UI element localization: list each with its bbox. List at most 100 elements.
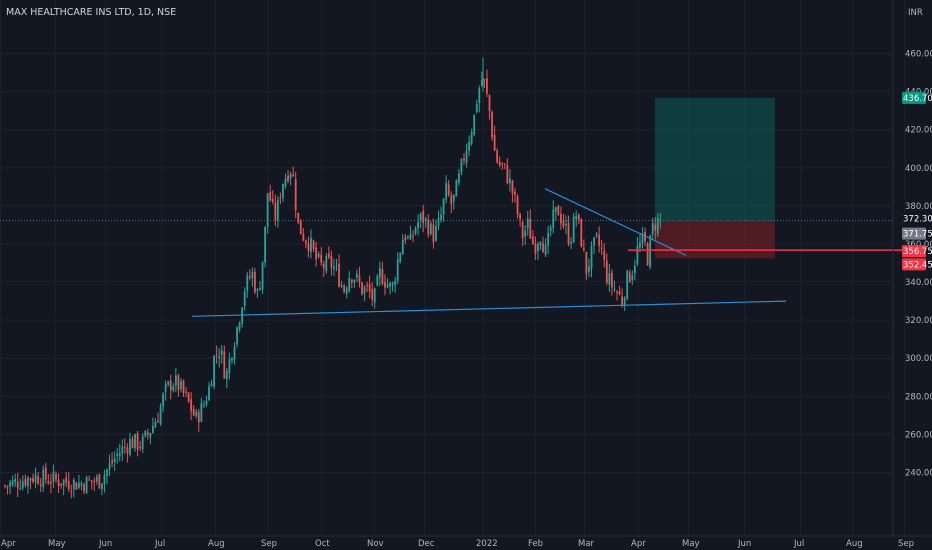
candle-body — [136, 433, 139, 450]
candle-body — [577, 214, 580, 220]
candle-body — [299, 219, 302, 235]
candle-body — [338, 263, 340, 287]
candle-body — [399, 253, 402, 262]
x-tick-label: Apr — [1, 539, 16, 549]
candle-body — [190, 399, 193, 412]
candle-body — [60, 483, 62, 486]
candle-body — [294, 178, 297, 210]
candle-body — [225, 370, 228, 380]
candle-body — [623, 297, 626, 306]
candle-body — [83, 484, 85, 492]
candle-body — [598, 234, 601, 246]
candle-body — [340, 284, 343, 287]
candle-body — [6, 485, 9, 487]
candle-body — [649, 235, 652, 268]
candle-body — [231, 358, 233, 361]
candle-body — [67, 480, 70, 490]
candle-body — [248, 276, 251, 278]
x-tick-label: Mar — [578, 539, 595, 549]
candle-body — [616, 291, 618, 293]
candle-body — [276, 199, 279, 221]
candle-body — [572, 216, 575, 243]
candle-body — [284, 178, 287, 187]
candle-body — [611, 272, 613, 288]
candle-body — [251, 271, 254, 279]
x-tick-label: Aug — [208, 539, 225, 549]
candle-body — [521, 222, 524, 238]
candle-body — [460, 159, 463, 172]
candle-body — [465, 150, 468, 163]
candle-body — [34, 474, 37, 483]
candle-body — [407, 236, 409, 239]
candle-body — [396, 259, 399, 281]
candle-body — [279, 198, 282, 200]
y-tick-label: 360.00 — [905, 240, 932, 250]
x-tick-label: Sep — [898, 539, 914, 549]
candle-body — [241, 307, 244, 324]
candle-body — [246, 275, 249, 291]
candle-body — [111, 460, 113, 464]
candle-body — [282, 184, 284, 198]
x-tick-label: Apr — [631, 539, 646, 549]
candle-body — [626, 270, 629, 299]
candle-body — [39, 484, 42, 487]
candle-body — [588, 266, 590, 272]
candle-body — [131, 438, 134, 449]
candle-body — [228, 359, 231, 373]
candle-body — [29, 478, 32, 481]
candle-body — [580, 219, 583, 247]
grid — [0, 0, 906, 536]
candle-body — [75, 482, 78, 490]
candle-body — [169, 380, 172, 391]
candle-body — [373, 288, 376, 303]
candle-body — [185, 391, 187, 393]
candle-body — [203, 404, 205, 406]
candle-body — [394, 280, 397, 285]
candle-body — [376, 276, 379, 286]
candle-body — [154, 422, 157, 428]
candle-body — [141, 436, 144, 450]
candle-body — [78, 483, 80, 488]
candle-body — [269, 192, 272, 201]
price-badge-label: 436.70 — [903, 94, 932, 104]
candle-body — [506, 164, 509, 184]
candle-body — [106, 469, 108, 476]
candle-body — [429, 223, 432, 235]
candle-body — [560, 213, 562, 224]
candle-body — [427, 219, 430, 235]
candle-body — [524, 230, 527, 237]
x-tick-label: Jun — [737, 539, 751, 549]
candle-body — [480, 80, 483, 86]
price-badge-label: 372.30 — [903, 215, 932, 225]
candle-body — [537, 243, 539, 251]
currency-label: INR — [908, 8, 923, 18]
candle-body — [639, 242, 641, 248]
x-tick-label: Oct — [315, 539, 330, 549]
candle-body — [254, 271, 256, 292]
price-badge — [902, 245, 926, 258]
x-axis[interactable]: Apr May Jun Jul Aug Sep Oct Nov Dec 2022 Feb Mar Apr… — [0, 535, 932, 549]
candle-body — [116, 453, 119, 456]
candle-body — [401, 239, 404, 255]
trendlines[interactable] — [191, 188, 905, 317]
candle-body — [19, 488, 22, 490]
candle-body — [570, 241, 572, 244]
candle-body — [582, 248, 585, 251]
candle-body — [511, 180, 514, 194]
x-tick-label: Aug — [846, 539, 863, 549]
candle-body — [478, 88, 481, 103]
candle-body — [215, 354, 218, 356]
candle-body — [463, 158, 465, 161]
candle-body — [157, 420, 159, 423]
candle-body — [21, 481, 24, 488]
x-tick-label: Jul — [793, 539, 804, 549]
x-tick-label: May — [682, 539, 700, 549]
candle-body — [289, 174, 292, 179]
candle-body — [210, 384, 213, 387]
candle-body — [603, 250, 606, 261]
candle-body — [422, 210, 425, 224]
candle-body — [656, 217, 659, 234]
candle-body — [600, 247, 603, 249]
